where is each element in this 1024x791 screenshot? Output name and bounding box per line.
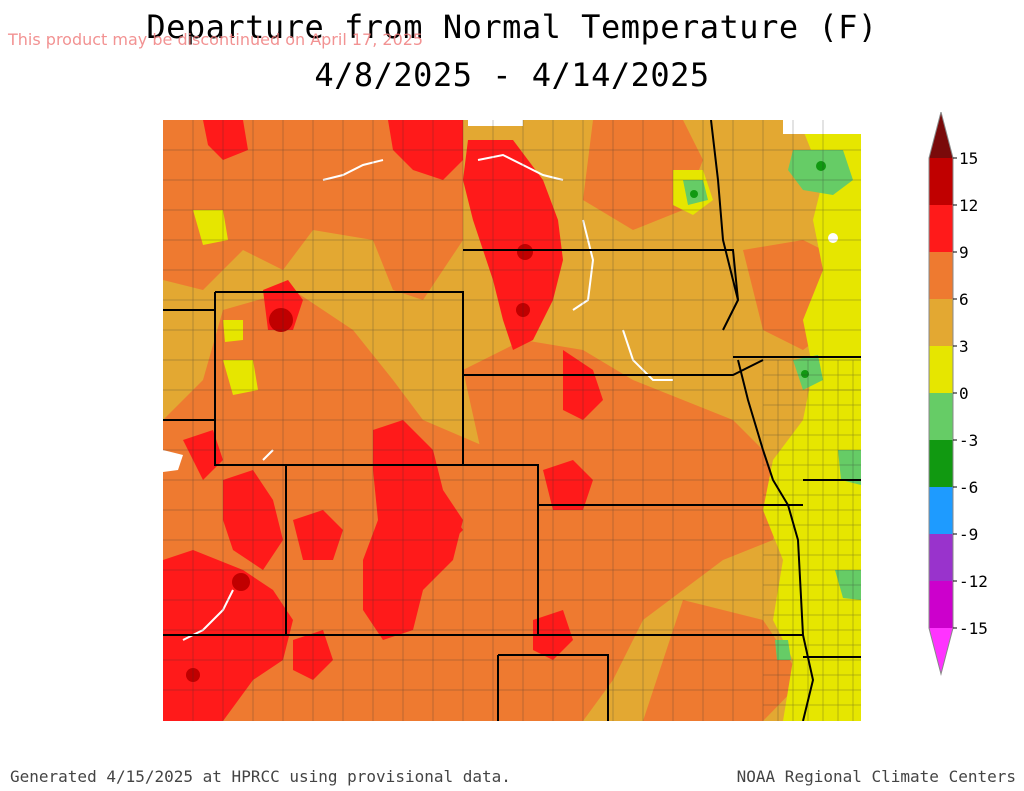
legend-bin: [929, 581, 953, 628]
legend-tick-label: 3: [959, 337, 969, 356]
legend-bin: [929, 205, 953, 252]
legend-bin-top-arrow: [929, 112, 953, 158]
legend-tick-label: -3: [959, 431, 978, 450]
no-data-areas: [163, 120, 861, 472]
legend-tick-label: 12: [959, 196, 978, 215]
legend-bin: [929, 534, 953, 581]
legend-tick-label: -6: [959, 478, 978, 497]
state-borders: [163, 120, 861, 721]
legend-tick-label: 0: [959, 384, 969, 403]
legend-bin-bottom-arrow: [929, 628, 953, 674]
legend-tick-label: -12: [959, 572, 988, 591]
legend-bin: [929, 252, 953, 299]
legend-bin: [929, 487, 953, 534]
legend-tick-label: 6: [959, 290, 969, 309]
color-scale-legend: 15 12 9 6 3 0 -3 -6 -9 -12 -15: [928, 112, 988, 676]
county-grid: [163, 120, 861, 721]
legend-tick-label: 15: [959, 149, 978, 168]
source-credit: NOAA Regional Climate Centers: [736, 767, 1016, 786]
cooler-spots: [690, 161, 826, 378]
map-title: Departure from Normal Temperature (F): [146, 8, 878, 46]
legend-tick-label: -15: [959, 619, 988, 638]
map-date-range: 4/8/2025 - 4/14/2025: [314, 56, 710, 94]
legend-bin: [929, 158, 953, 205]
legend-bin: [929, 346, 953, 393]
legend-tick-label: 9: [959, 243, 969, 262]
temperature-departure-map: [163, 120, 861, 721]
legend-bin: [929, 299, 953, 346]
discontinuation-watermark: This product may be discontinued on Apri…: [8, 30, 424, 49]
generated-note: Generated 4/15/2025 at HPRCC using provi…: [10, 767, 511, 786]
legend-bin: [929, 393, 953, 440]
legend-tick-label: -9: [959, 525, 978, 544]
legend-bin: [929, 440, 953, 487]
cool-regions: [683, 150, 861, 660]
